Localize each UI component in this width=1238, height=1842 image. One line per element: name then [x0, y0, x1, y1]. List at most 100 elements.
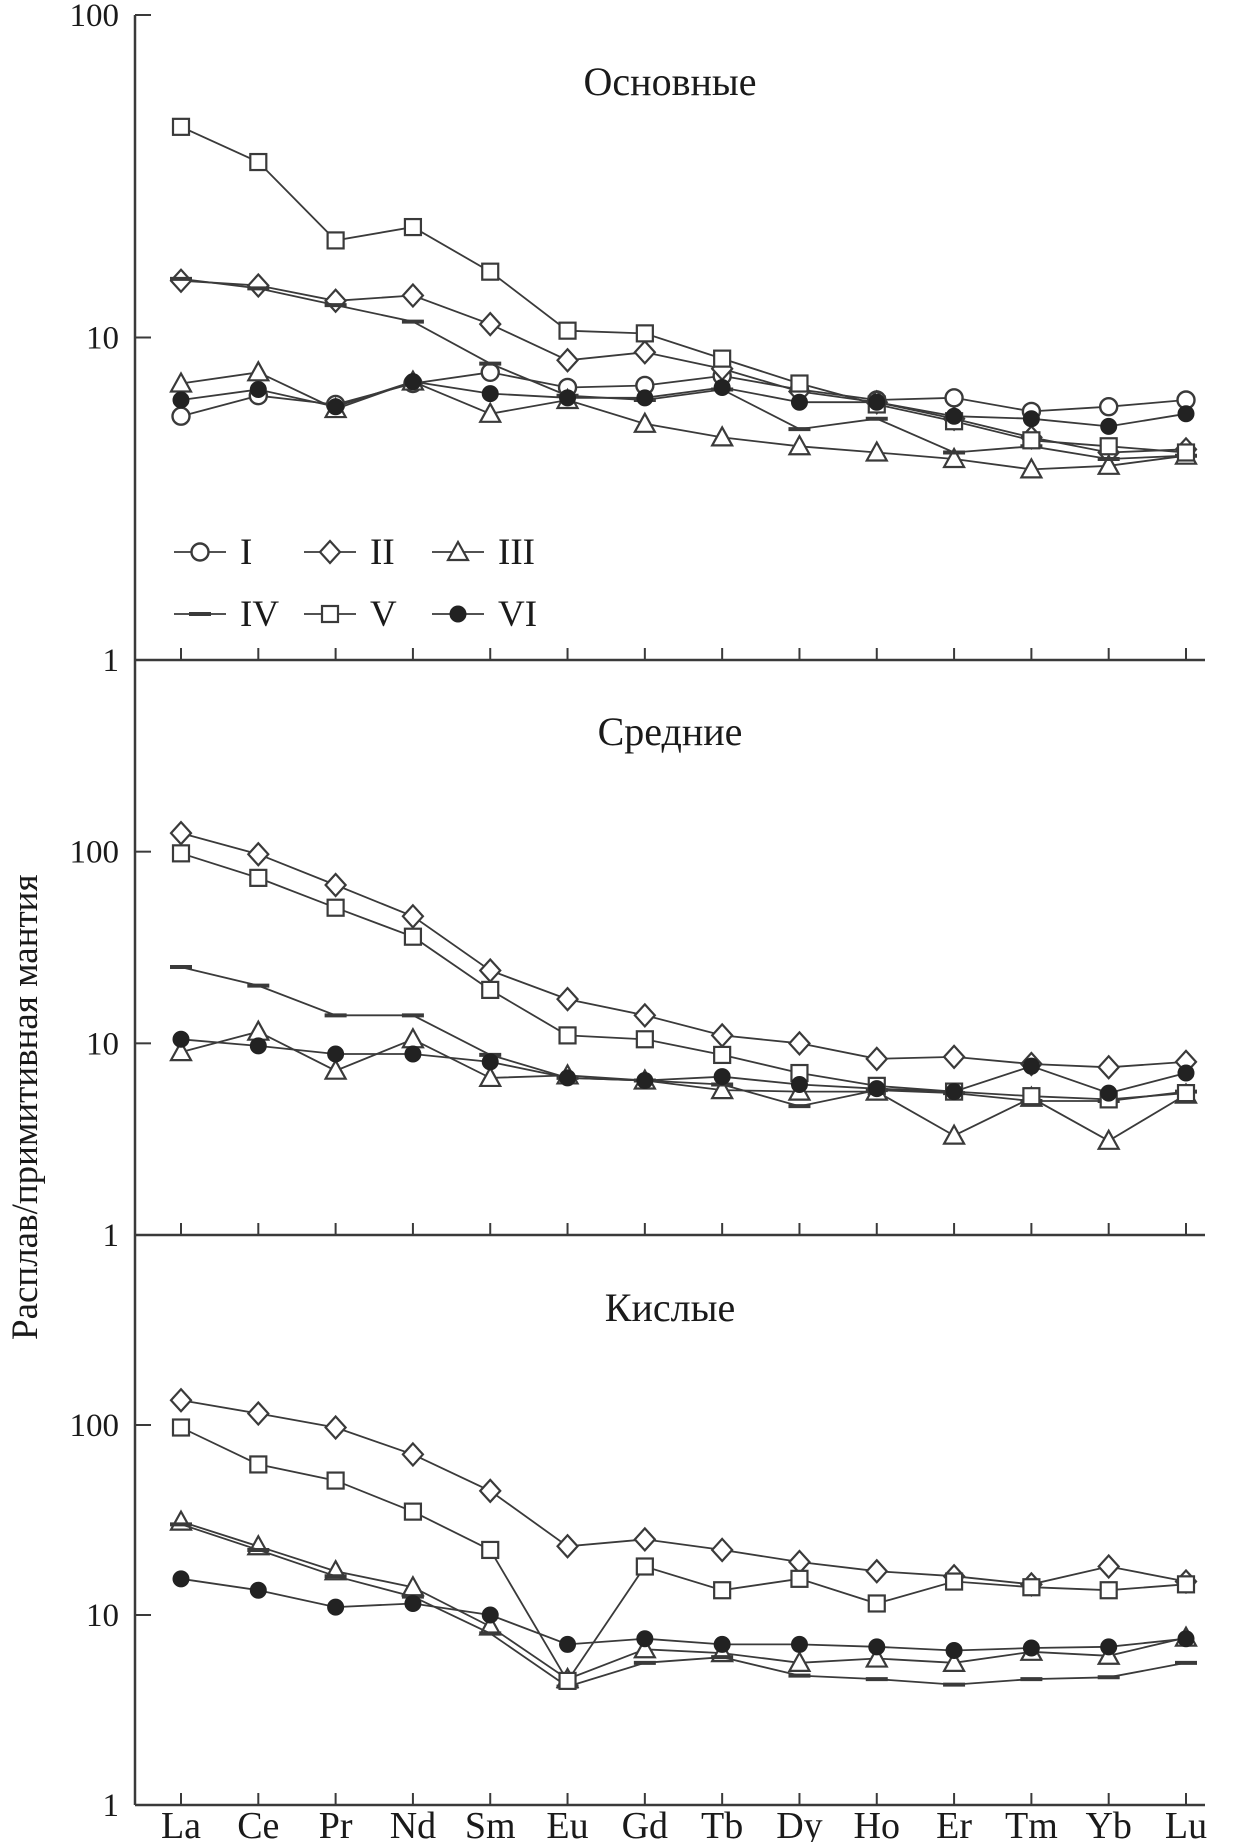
legend-label: VI [498, 594, 537, 635]
circle-filled-marker [559, 389, 577, 407]
legend-label: III [498, 532, 535, 573]
circle-filled-marker [559, 1069, 577, 1087]
circle-filled-marker [481, 1606, 499, 1624]
series-line [180, 1523, 1187, 1688]
square-open-marker [171, 1418, 191, 1437]
triangle-open-marker [787, 1650, 812, 1672]
diamond-open-marker [865, 1558, 889, 1584]
x-category-label: Dy [776, 1805, 822, 1842]
triangle-open-marker [710, 425, 735, 447]
diamond-open-marker [1097, 1054, 1121, 1080]
diamond-open-marker [787, 1549, 811, 1575]
square-open-marker [635, 1030, 654, 1049]
series-line [180, 1577, 1187, 1652]
series-line [180, 278, 1187, 460]
diamond-open-marker [246, 1400, 270, 1427]
y-tick-label: 10 [86, 1598, 119, 1634]
circle-open-marker [944, 388, 964, 408]
x-category-label: Tm [1005, 1805, 1058, 1842]
circle-filled-marker [559, 1635, 577, 1653]
y-tick-label: 10 [86, 321, 119, 357]
panel-1: 100 10 1 [70, 835, 151, 1254]
diamond-open-marker [324, 288, 348, 314]
square-open-marker [635, 1557, 654, 1576]
square-open-marker [1099, 437, 1118, 456]
square-open-marker [403, 217, 423, 237]
diamond-open-marker [324, 872, 348, 898]
diamond-open-marker [478, 957, 502, 984]
square-open-marker [1176, 443, 1196, 462]
diamond-open-marker [324, 1414, 348, 1441]
series-line [180, 1426, 1187, 1683]
legend-label: V [370, 594, 397, 635]
circle-filled-marker [636, 1630, 654, 1648]
diamond-open-marker [1097, 1553, 1121, 1580]
y-tick-label: 100 [70, 835, 120, 871]
circle-filled-marker [868, 1080, 886, 1098]
triangle-open-marker [1019, 457, 1044, 479]
x-category-label: Ho [854, 1805, 900, 1842]
square-open-marker [1176, 1575, 1196, 1594]
x-category-label: Nd [390, 1805, 436, 1842]
legend-label: II [370, 532, 395, 573]
x-category-label: Tb [701, 1805, 743, 1842]
circle-filled-marker [404, 1045, 422, 1063]
square-open-marker [867, 1594, 886, 1613]
circle-filled-marker [1022, 1639, 1040, 1657]
series-line [180, 966, 1187, 1108]
diamond-open-marker [246, 841, 270, 867]
triangle-open-marker [942, 446, 966, 469]
y-tick-label: 1 [103, 1788, 120, 1824]
triangle-open-marker [864, 440, 889, 462]
circle-filled-marker [1177, 1630, 1195, 1648]
circle-filled-marker [172, 1030, 190, 1048]
square-open-marker [558, 321, 577, 340]
legend-label: I [240, 532, 252, 573]
diamond-open-marker [401, 1441, 425, 1468]
panel-1-series-II [169, 820, 1198, 1080]
square-open-marker [1099, 1581, 1118, 1600]
circle-filled-marker [790, 1075, 808, 1093]
circle-filled-marker [1177, 405, 1195, 423]
square-open-marker [326, 1471, 345, 1490]
diamond-open-marker [633, 1002, 657, 1028]
circle-filled-marker [636, 389, 654, 407]
square-open-marker [249, 868, 268, 887]
y-axis-label: Расплав/примитивная мантия [5, 874, 46, 1340]
series-line [180, 371, 1187, 418]
circle-open-marker [190, 542, 210, 562]
diamond-open-marker [318, 539, 342, 565]
triangle-open-marker [169, 1039, 193, 1062]
circle-open-marker [1098, 397, 1119, 417]
circle-filled-marker [172, 391, 190, 409]
circle-filled-marker [172, 1570, 190, 1588]
triangle-open-marker [942, 1650, 966, 1672]
diamond-open-marker [556, 1533, 580, 1559]
series-line [180, 125, 1187, 454]
square-open-marker [481, 980, 500, 1000]
diamond-open-marker [710, 1022, 734, 1049]
panel-0: 100 10 1 [70, 0, 151, 679]
triangle-open-marker [632, 1637, 657, 1659]
triangle-open-marker [323, 1058, 348, 1080]
diamond-open-marker [787, 1030, 811, 1056]
square-open-marker [171, 844, 191, 863]
triangle-open-marker [787, 433, 812, 456]
circle-filled-marker [868, 1638, 886, 1656]
triangle-open-marker [478, 1065, 503, 1088]
x-category-label: Er [936, 1805, 972, 1842]
circle-filled-marker [1022, 410, 1040, 428]
circle-filled-marker [404, 373, 422, 391]
diamond-open-marker [710, 1537, 734, 1563]
diamond-open-marker [556, 986, 580, 1012]
square-open-marker [326, 231, 345, 250]
triangle-open-marker [710, 1077, 735, 1100]
diamond-open-marker [401, 903, 425, 929]
circle-filled-marker [945, 1642, 963, 1660]
circle-filled-marker [481, 385, 499, 403]
square-open-marker [790, 1569, 809, 1588]
x-category-label: Pr [319, 1805, 353, 1842]
triangle-open-marker [446, 539, 470, 562]
